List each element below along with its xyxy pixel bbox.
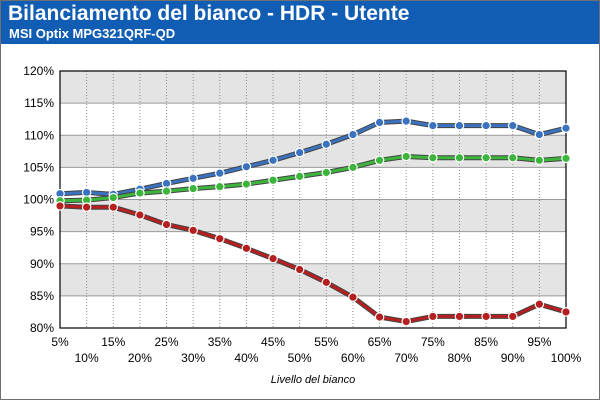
y-tick-label: 85% (30, 289, 54, 303)
data-point (294, 171, 305, 182)
data-point (561, 123, 571, 133)
data-point (294, 264, 305, 275)
y-tick-label: 80% (30, 321, 54, 335)
y-tick-label: 120% (23, 64, 54, 78)
data-point (241, 161, 252, 172)
grid-band (60, 263, 566, 296)
data-point (268, 175, 278, 186)
x-tick-label: 40% (234, 351, 258, 365)
data-point (188, 173, 198, 184)
data-point (428, 311, 438, 322)
data-point (454, 311, 465, 322)
data-point (481, 120, 491, 131)
data-point (214, 181, 225, 192)
y-tick-label: 95% (30, 225, 54, 239)
x-tick-label: 95% (527, 335, 551, 349)
data-point (294, 147, 305, 158)
data-point (214, 168, 225, 178)
data-point (321, 277, 332, 288)
data-point (241, 179, 252, 189)
data-point (481, 311, 491, 322)
x-tick-label: 20% (128, 351, 152, 365)
grid-band (60, 71, 566, 104)
x-tick-label: 70% (394, 351, 418, 365)
data-point (321, 167, 332, 178)
data-point (374, 155, 385, 166)
data-point (401, 316, 412, 327)
y-tick-label: 100% (23, 193, 54, 207)
data-point (348, 129, 358, 140)
y-tick-label: 110% (24, 128, 54, 142)
x-tick-label: 80% (447, 351, 471, 365)
data-point (135, 210, 145, 220)
data-point (428, 120, 438, 131)
x-tick-label: 45% (261, 335, 285, 349)
data-point (81, 202, 92, 213)
data-point (108, 202, 119, 213)
x-tick-label: 60% (341, 351, 365, 365)
data-point (374, 117, 385, 128)
chart-header: Bilanciamento del bianco - HDR - Utente … (1, 1, 599, 44)
data-point (161, 219, 172, 230)
data-point (481, 152, 491, 163)
chart-title: Bilanciamento del bianco - HDR - Utente (8, 2, 410, 25)
data-point (188, 183, 198, 194)
data-point (428, 152, 438, 163)
x-tick-label: 5% (51, 335, 69, 349)
x-tick-label: 30% (181, 351, 205, 365)
series-3 (55, 201, 571, 327)
x-tick-label: 15% (101, 335, 125, 349)
data-point (161, 186, 172, 196)
x-tick-label: 90% (501, 351, 525, 365)
x-tick-label: 50% (288, 351, 312, 365)
grid-band (60, 135, 566, 168)
data-point (241, 243, 252, 254)
data-point (507, 152, 518, 163)
data-point (268, 155, 278, 166)
x-tick-label: 75% (421, 335, 445, 349)
data-point (534, 299, 545, 310)
x-tick-label: 85% (474, 335, 498, 349)
data-point (561, 153, 571, 164)
x-tick-label: 10% (75, 351, 99, 365)
data-point (348, 292, 358, 302)
data-point (268, 253, 278, 264)
data-point (135, 188, 145, 198)
data-point (321, 139, 332, 150)
x-tick-label: 65% (368, 335, 392, 349)
x-axis-label: Livello del bianco (271, 374, 355, 386)
y-tick-label: 105% (23, 160, 54, 174)
data-point (454, 152, 465, 163)
chart-subtitle: MSI Optix MPG321QRF-QD (9, 26, 176, 41)
data-point (507, 120, 518, 131)
y-tick-label: 90% (30, 257, 54, 271)
y-tick-label: 115% (24, 96, 54, 110)
data-point (454, 120, 465, 131)
data-point (214, 233, 225, 244)
x-tick-label: 55% (314, 335, 338, 349)
data-point (374, 312, 385, 322)
x-tick-label: 100% (551, 351, 582, 365)
data-point (188, 225, 198, 236)
data-point (401, 151, 412, 162)
data-point (55, 201, 65, 211)
data-point (348, 162, 358, 173)
data-point (534, 129, 545, 140)
x-tick-label: 35% (208, 335, 232, 349)
data-point (401, 116, 412, 126)
x-tick-label: 25% (155, 335, 179, 349)
data-point (534, 155, 545, 166)
data-point (108, 192, 119, 203)
data-point (507, 311, 518, 322)
series-2 (55, 151, 571, 206)
data-point (561, 307, 571, 317)
